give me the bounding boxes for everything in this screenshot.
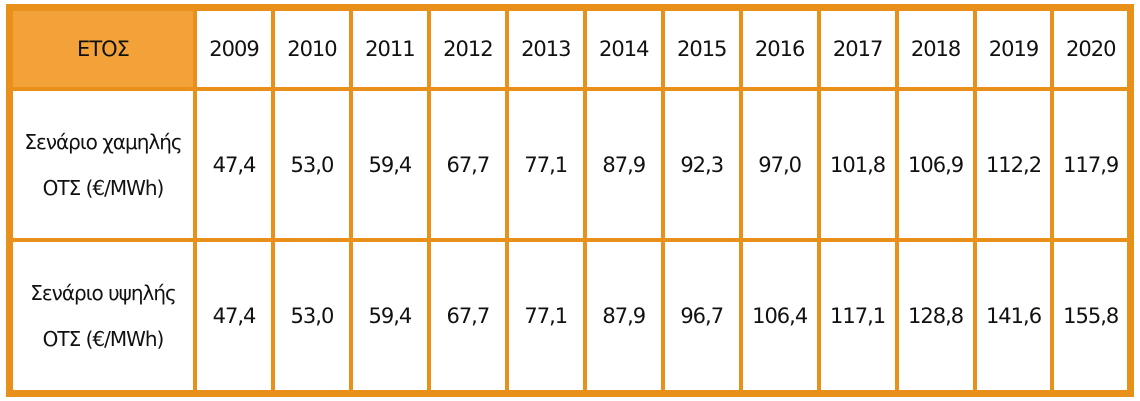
value-cell: 128,8 — [894, 238, 977, 396]
value-cell: 106,4 — [738, 238, 821, 396]
year-header: 2018 — [894, 5, 977, 91]
value-cell: 77,1 — [504, 86, 587, 243]
value-cell: 53,0 — [270, 238, 353, 396]
header-title: ΕΤΟΣ — [7, 5, 197, 91]
year-header: 2014 — [582, 5, 665, 91]
row-label: Σενάριο χαμηλής ΟΤΣ (€/MWh) — [7, 86, 197, 243]
value-cell: 59,4 — [348, 86, 431, 243]
year-header: 2012 — [426, 5, 509, 91]
row-label-line: ΟΤΣ (€/MWh) — [42, 327, 165, 352]
value-cell: 155,8 — [1050, 238, 1133, 396]
row-label-line: Σενάριο χαμηλής — [24, 129, 182, 154]
value-cell: 97,0 — [738, 86, 821, 243]
year-header: 2013 — [504, 5, 587, 91]
value-cell: 112,2 — [972, 86, 1055, 243]
header-row: ΕΤΟΣ 2009 2010 2011 2012 2013 2014 2015 2016 2017… — [7, 5, 1133, 91]
year-header: 2019 — [972, 5, 1055, 91]
value-cell: 92,3 — [660, 86, 743, 243]
value-cell: 53,0 — [270, 86, 353, 243]
value-cell: 67,7 — [426, 238, 509, 396]
data-table: ΕΤΟΣ 2009 2010 2011 2012 2013 2014 2015 2016 2017… — [6, 4, 1134, 397]
row-label-line: ΟΤΣ (€/MWh) — [42, 175, 165, 200]
year-header: 2010 — [270, 5, 353, 91]
value-cell: 117,9 — [1050, 86, 1133, 243]
year-header: 2015 — [660, 5, 743, 91]
data-row: Σενάριο χαμηλής ΟΤΣ (€/MWh) 47,4 53,0 59,4 67… — [7, 86, 1133, 243]
row-label-line: Σενάριο υψηλής — [30, 281, 177, 306]
value-cell: 106,9 — [894, 86, 977, 243]
value-cell: 141,6 — [972, 238, 1055, 396]
data-row: Σενάριο υψηλής ΟΤΣ (€/MWh) 47,4 53,0 59,4 67,… — [7, 238, 1133, 396]
year-header: 2011 — [348, 5, 431, 91]
value-cell: 47,4 — [193, 238, 275, 396]
year-header: 2020 — [1050, 5, 1133, 91]
year-header: 2009 — [193, 5, 275, 91]
value-cell: 47,4 — [193, 86, 275, 243]
row-label: Σενάριο υψηλής ΟΤΣ (€/MWh) — [7, 238, 197, 396]
value-cell: 87,9 — [582, 86, 665, 243]
year-header: 2016 — [738, 5, 821, 91]
value-cell: 67,7 — [426, 86, 509, 243]
value-cell: 59,4 — [348, 238, 431, 396]
value-cell: 101,8 — [816, 86, 899, 243]
value-cell: 117,1 — [816, 238, 899, 396]
year-header: 2017 — [816, 5, 899, 91]
value-cell: 77,1 — [504, 238, 587, 396]
value-cell: 87,9 — [582, 238, 665, 396]
value-cell: 96,7 — [660, 238, 743, 396]
